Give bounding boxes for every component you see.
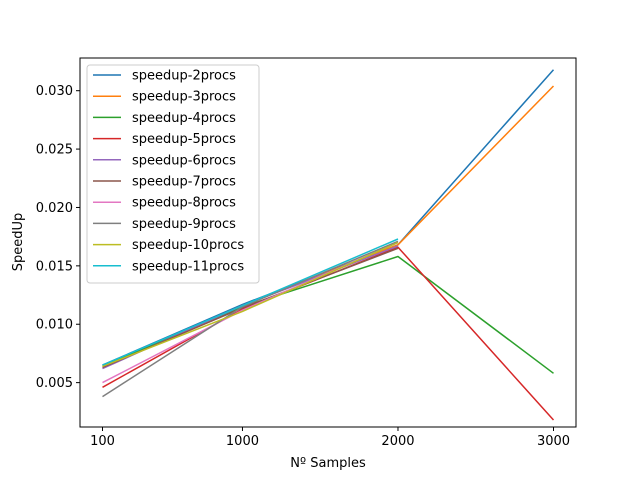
x-tick-label: 100 — [90, 434, 115, 449]
y-tick-label: 0.020 — [36, 201, 73, 216]
y-axis-label: SpeedUp — [11, 213, 26, 272]
y-tick-label: 0.015 — [36, 259, 73, 274]
legend-label: speedup-9procs — [132, 217, 236, 232]
y-tick-label: 0.025 — [36, 143, 73, 158]
legend-label: speedup-5procs — [132, 132, 236, 147]
legend-label: speedup-6procs — [132, 153, 236, 168]
legend-label: speedup-3procs — [132, 90, 236, 105]
legend-label: speedup-10procs — [132, 238, 244, 253]
legend-label: speedup-4procs — [132, 111, 236, 126]
legend-label: speedup-7procs — [132, 175, 236, 190]
x-tick-label: 2000 — [381, 434, 414, 449]
series-line-speedup-9procs — [102, 240, 399, 398]
series-line-speedup-10procs — [102, 241, 399, 367]
series-line-speedup-11procs — [102, 238, 399, 366]
x-axis: 100 1000 2000 3000 — [90, 427, 570, 449]
y-axis: 0.005 0.010 0.015 0.020 0.025 0.030 — [36, 84, 80, 391]
y-tick-label: 0.010 — [36, 318, 73, 333]
legend-box — [86, 64, 260, 284]
legend-label: speedup-11procs — [132, 259, 244, 274]
legend: speedup-2procs speedup-3procs speedup-4pro… — [86, 64, 260, 284]
y-tick-label: 0.030 — [36, 84, 73, 99]
x-axis-label: Nº Samples — [290, 456, 366, 471]
y-tick-label: 0.005 — [36, 376, 73, 391]
series-layer — [102, 69, 555, 421]
x-tick-label: 1000 — [226, 434, 259, 449]
plot-frame — [79, 57, 577, 428]
x-tick-label: 3000 — [537, 434, 570, 449]
legend-label: speedup-8procs — [132, 196, 236, 211]
legend-label: speedup-2procs — [132, 69, 236, 84]
